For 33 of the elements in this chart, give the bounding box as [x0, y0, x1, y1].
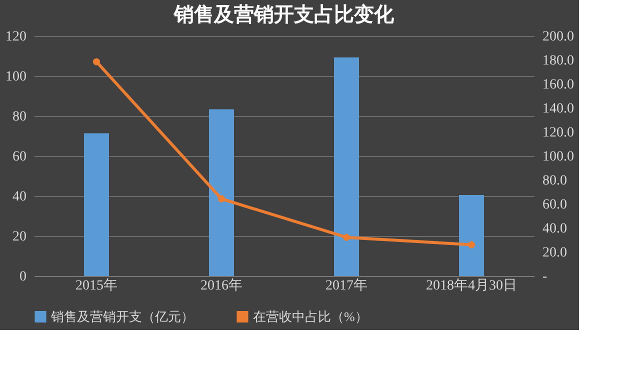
point: [468, 241, 476, 248]
y-tick-label: 100: [6, 70, 26, 84]
y-tick-label: 60: [12, 150, 26, 164]
point: [218, 195, 226, 202]
y-tick-label: 40: [12, 190, 26, 204]
y-tick-label: 120: [6, 30, 26, 44]
legend-label: 销售及营销开支（亿元）: [50, 308, 194, 324]
x-tick-label: 2015年: [76, 278, 118, 294]
point: [92, 58, 100, 66]
x-tick-label: 2017年: [326, 278, 368, 294]
y2-tick-label: 200.0: [542, 30, 574, 44]
y2-tick-label: 120.0: [542, 126, 574, 140]
y2-tick-label: 160.0: [542, 78, 574, 92]
y-tick-label: 20: [12, 230, 26, 244]
point: [342, 234, 350, 241]
x-tick-label: 2016年: [200, 278, 242, 294]
bar: [334, 57, 359, 276]
y-tick-label: 0: [20, 270, 26, 284]
legend-label: 在营收中占比（%）: [253, 308, 368, 324]
y2-tick-label: 60.0: [542, 198, 567, 212]
bar: [459, 195, 484, 276]
x-tick-label: 2018年4月30日: [426, 278, 517, 294]
y2-tick-label: 100.0: [542, 150, 574, 164]
y2-tick-label: -: [542, 270, 548, 284]
y2-tick-label: 180.0: [542, 54, 574, 68]
y2-tick-label: 40.0: [542, 222, 567, 236]
bar: [84, 133, 109, 276]
bar: [209, 109, 234, 276]
y2-tick-label: 140.0: [542, 102, 574, 116]
chart-title: 销售及营销开支占比变化: [173, 2, 395, 26]
y2-tick-label: 20.0: [542, 246, 567, 260]
y2-tick-label: 80.0: [542, 174, 567, 188]
y-tick-label: 80: [12, 110, 26, 124]
